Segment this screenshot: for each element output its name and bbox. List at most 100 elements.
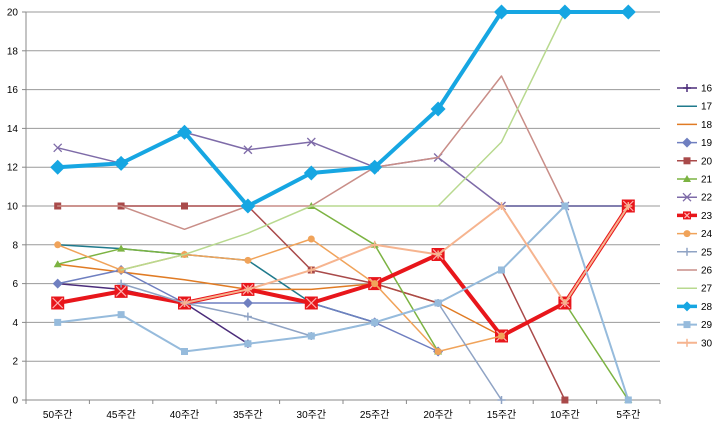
- data-point-30: [497, 202, 506, 210]
- legend-swatch-marker: [683, 230, 691, 238]
- data-point-20: [561, 396, 569, 404]
- data-point-28: [177, 124, 192, 140]
- legend-label: 24: [701, 229, 713, 240]
- data-point-22: [53, 143, 63, 153]
- data-point-25: [243, 312, 252, 321]
- data-point-29: [624, 396, 632, 404]
- x-axis-ticks: 50주간 45주간 40주간 35주간 30주간 25주간 20주간 15주간 10주간 5주간: [25, 400, 661, 421]
- data-point-28: [620, 4, 636, 20]
- data-point-29: [117, 311, 125, 319]
- legend-swatch-marker: [683, 321, 691, 329]
- data-point-25: [497, 396, 506, 404]
- y-tick-label: 16: [7, 85, 19, 96]
- series-line-21: [564, 302, 630, 401]
- x-tick-label: 20주간: [423, 409, 453, 421]
- data-point-24: [498, 332, 505, 340]
- legend-label: 19: [701, 138, 713, 149]
- data-point-30: [560, 299, 569, 307]
- legend-label: 21: [701, 175, 713, 186]
- y-tick-label: 12: [7, 163, 19, 174]
- data-point-30: [307, 266, 316, 275]
- data-point-24: [434, 348, 442, 355]
- y-tick-label: 2: [12, 357, 18, 368]
- legend-swatch-marker: [683, 84, 691, 92]
- data-point-19: [242, 298, 253, 308]
- legend-entry-27: 27: [677, 284, 713, 295]
- data-point-24: [307, 235, 315, 243]
- data-point-23: [304, 296, 318, 310]
- x-tick-label: 5주간: [616, 409, 640, 421]
- data-point-23: [114, 284, 128, 298]
- legend-label: 20: [701, 156, 713, 167]
- legend-entry-26: 26: [677, 266, 713, 277]
- series-28: [50, 4, 636, 214]
- data-point-30: [434, 250, 443, 259]
- data-point-28: [303, 165, 319, 181]
- x-tick-label: 25주간: [360, 409, 390, 421]
- series-line-30: [183, 205, 630, 304]
- data-point-28: [494, 4, 509, 20]
- x-tick-label: 30주간: [297, 409, 327, 421]
- legend-entry-18: 18: [677, 120, 713, 131]
- series-29: [54, 202, 632, 404]
- legend-label: 16: [701, 84, 713, 95]
- data-point-24: [54, 241, 62, 249]
- series-layer: [50, 4, 636, 404]
- data-point-28: [430, 101, 446, 117]
- data-point-20: [181, 202, 188, 210]
- x-tick-label: 35주간: [233, 409, 263, 421]
- legend-label: 23: [701, 211, 713, 222]
- data-point-23: [51, 296, 65, 310]
- legend-entry-19: 19: [677, 137, 713, 149]
- x-tick-label: 10주간: [550, 409, 580, 421]
- series-30: [180, 202, 633, 307]
- legend-label: 29: [701, 320, 713, 331]
- data-point-29: [54, 318, 62, 326]
- data-point-29: [561, 202, 569, 210]
- legend: 16 17 18 19 20 21 22 23 24 25 26 27 28 29 30: [677, 84, 713, 349]
- data-point-19: [52, 278, 63, 289]
- legend-entry-24: 24: [677, 229, 713, 240]
- data-point-28: [367, 159, 383, 175]
- legend-label: 27: [701, 284, 713, 295]
- series-line-28: [55, 10, 631, 208]
- y-tick-label: 0: [12, 396, 18, 407]
- x-tick-label: 50주간: [43, 409, 73, 421]
- legend-swatch-marker: [683, 175, 691, 182]
- legend-label: 26: [701, 266, 713, 277]
- legend-label: 18: [701, 120, 713, 131]
- y-tick-label: 10: [7, 202, 19, 213]
- data-point-29: [244, 340, 252, 348]
- data-point-30: [180, 299, 189, 307]
- legend-swatch-marker: [683, 247, 691, 256]
- data-point-29: [181, 348, 188, 355]
- data-point-22: [306, 137, 316, 147]
- data-point-28: [240, 198, 256, 214]
- series-line-29: [56, 205, 630, 401]
- legend-entry-16: 16: [677, 84, 713, 95]
- legend-entry-22: 22: [677, 193, 713, 204]
- data-point-29: [371, 318, 379, 326]
- legend-swatch-marker: [683, 157, 691, 165]
- legend-entry-20: 20: [677, 156, 713, 167]
- legend-entry-25: 25: [677, 247, 713, 258]
- data-point-24: [244, 256, 252, 264]
- data-point-28: [113, 155, 129, 171]
- legend-entry-23: 23: [677, 211, 713, 222]
- y-tick-label: 8: [12, 240, 18, 251]
- y-tick-label: 14: [7, 124, 19, 135]
- data-point-28: [557, 4, 573, 20]
- data-point-24: [371, 280, 379, 288]
- data-point-25: [117, 279, 126, 288]
- y-tick-label: 6: [12, 279, 18, 290]
- legend-label: 30: [701, 338, 713, 349]
- legend-entry-21: 21: [677, 175, 713, 186]
- data-point-30: [243, 285, 252, 294]
- legend-label: 22: [701, 193, 713, 204]
- series-line-27: [120, 11, 566, 271]
- data-point-29: [498, 266, 505, 274]
- data-point-28: [50, 159, 66, 175]
- data-point-29: [434, 299, 442, 307]
